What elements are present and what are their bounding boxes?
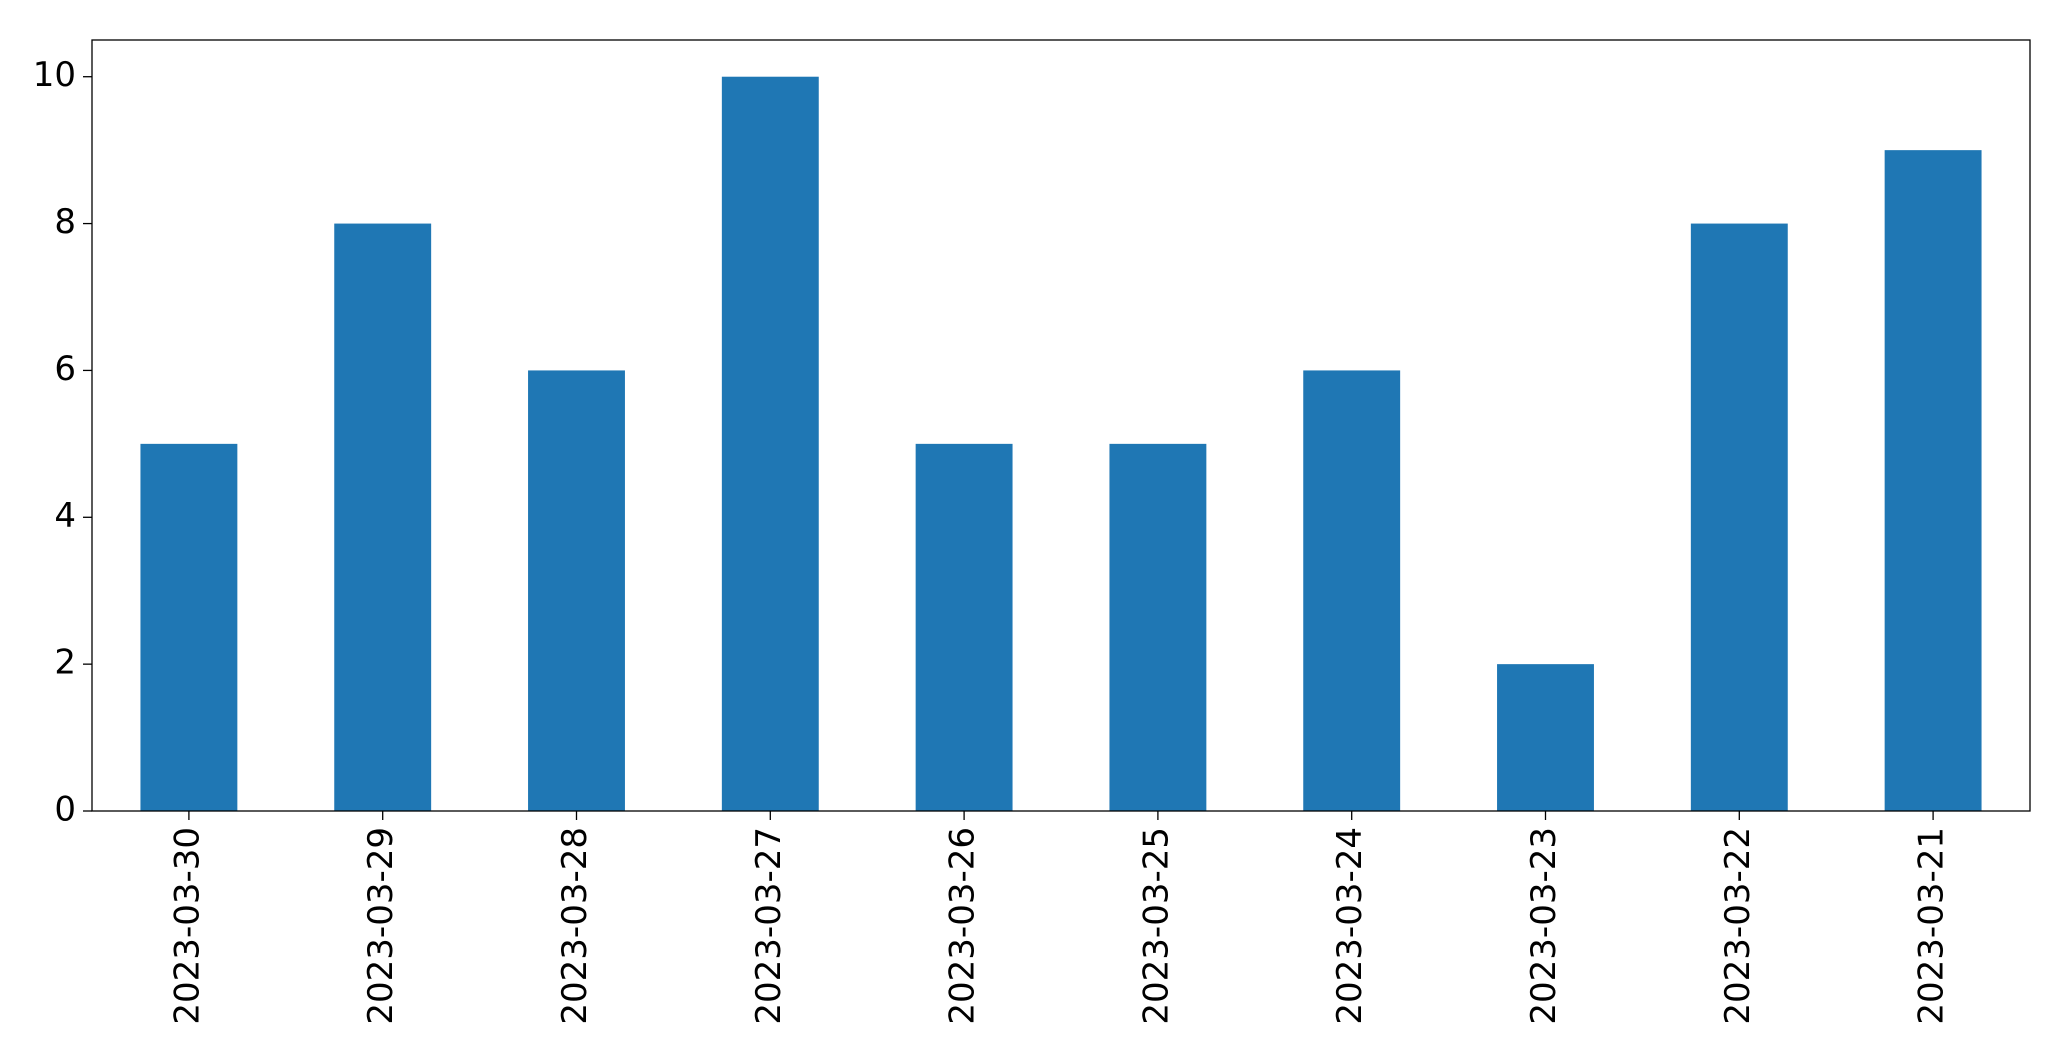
y-tick-label: 2 <box>54 643 76 683</box>
bar <box>140 443 238 811</box>
bar <box>528 370 625 811</box>
bar <box>721 76 819 811</box>
x-tick-label: 2023-03-25 <box>1136 827 1176 1025</box>
bar <box>1497 664 1594 811</box>
x-tick-label: 2023-03-30 <box>167 827 207 1025</box>
y-tick-label: 10 <box>33 55 76 95</box>
bar <box>1884 150 1982 812</box>
x-tick-label: 2023-03-24 <box>1330 827 1370 1025</box>
y-tick-label: 8 <box>54 202 76 242</box>
bar <box>915 443 1013 811</box>
x-tick-label: 2023-03-21 <box>1912 827 1952 1025</box>
x-tick-label: 2023-03-26 <box>943 827 983 1025</box>
bar <box>1690 223 1788 812</box>
x-tick-label: 2023-03-28 <box>555 827 595 1025</box>
x-tick-label: 2023-03-23 <box>1524 827 1564 1025</box>
bar <box>334 223 432 812</box>
y-tick-label: 4 <box>54 496 76 536</box>
plot-frame <box>91 39 2031 812</box>
y-tick-label: 6 <box>54 349 76 389</box>
bar <box>1109 443 1207 811</box>
bar <box>1303 370 1401 811</box>
y-tick-label: 0 <box>54 790 76 830</box>
x-tick-label: 2023-03-29 <box>361 827 401 1025</box>
x-tick-label: 2023-03-22 <box>1718 827 1758 1025</box>
x-tick-label: 2023-03-27 <box>749 827 789 1025</box>
